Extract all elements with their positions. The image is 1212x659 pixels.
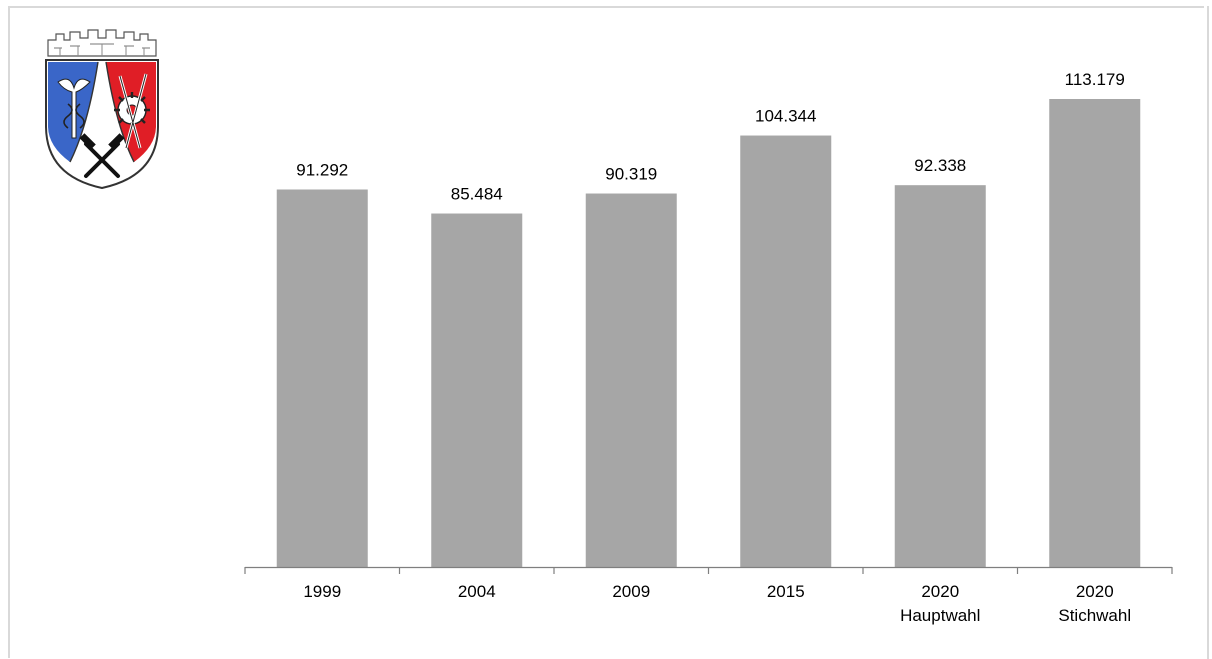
- bar-0: [276, 189, 368, 568]
- x-tick-label: 2004: [458, 582, 496, 601]
- bar-5: [1049, 99, 1141, 567]
- shield-icon: [45, 59, 159, 190]
- value-label: 85.484: [451, 185, 503, 204]
- x-tick-label: 2009: [612, 582, 650, 601]
- value-label: 92.338: [914, 156, 966, 175]
- chart-frame: [8, 6, 1204, 658]
- bar-3: [740, 135, 832, 568]
- x-tick-label: 1999: [303, 582, 341, 601]
- x-tick-label: 2020: [921, 582, 959, 601]
- x-tick-label: Hauptwahl: [900, 606, 980, 625]
- bar-2: [585, 193, 677, 567]
- x-tick-label: 2020: [1076, 582, 1114, 601]
- chart-frame-right-edge: [1207, 6, 1209, 659]
- x-tick-label: 2015: [767, 582, 805, 601]
- value-label: 104.344: [755, 107, 816, 126]
- value-label: 91.292: [296, 161, 348, 180]
- bar-4: [894, 185, 986, 568]
- crown-icon: [47, 29, 157, 57]
- x-tick-label: Stichwahl: [1058, 606, 1131, 625]
- value-label: 90.319: [605, 165, 657, 184]
- bar-1: [431, 213, 523, 567]
- coat-of-arms-logo: [45, 29, 159, 190]
- value-label: 113.179: [1065, 70, 1125, 89]
